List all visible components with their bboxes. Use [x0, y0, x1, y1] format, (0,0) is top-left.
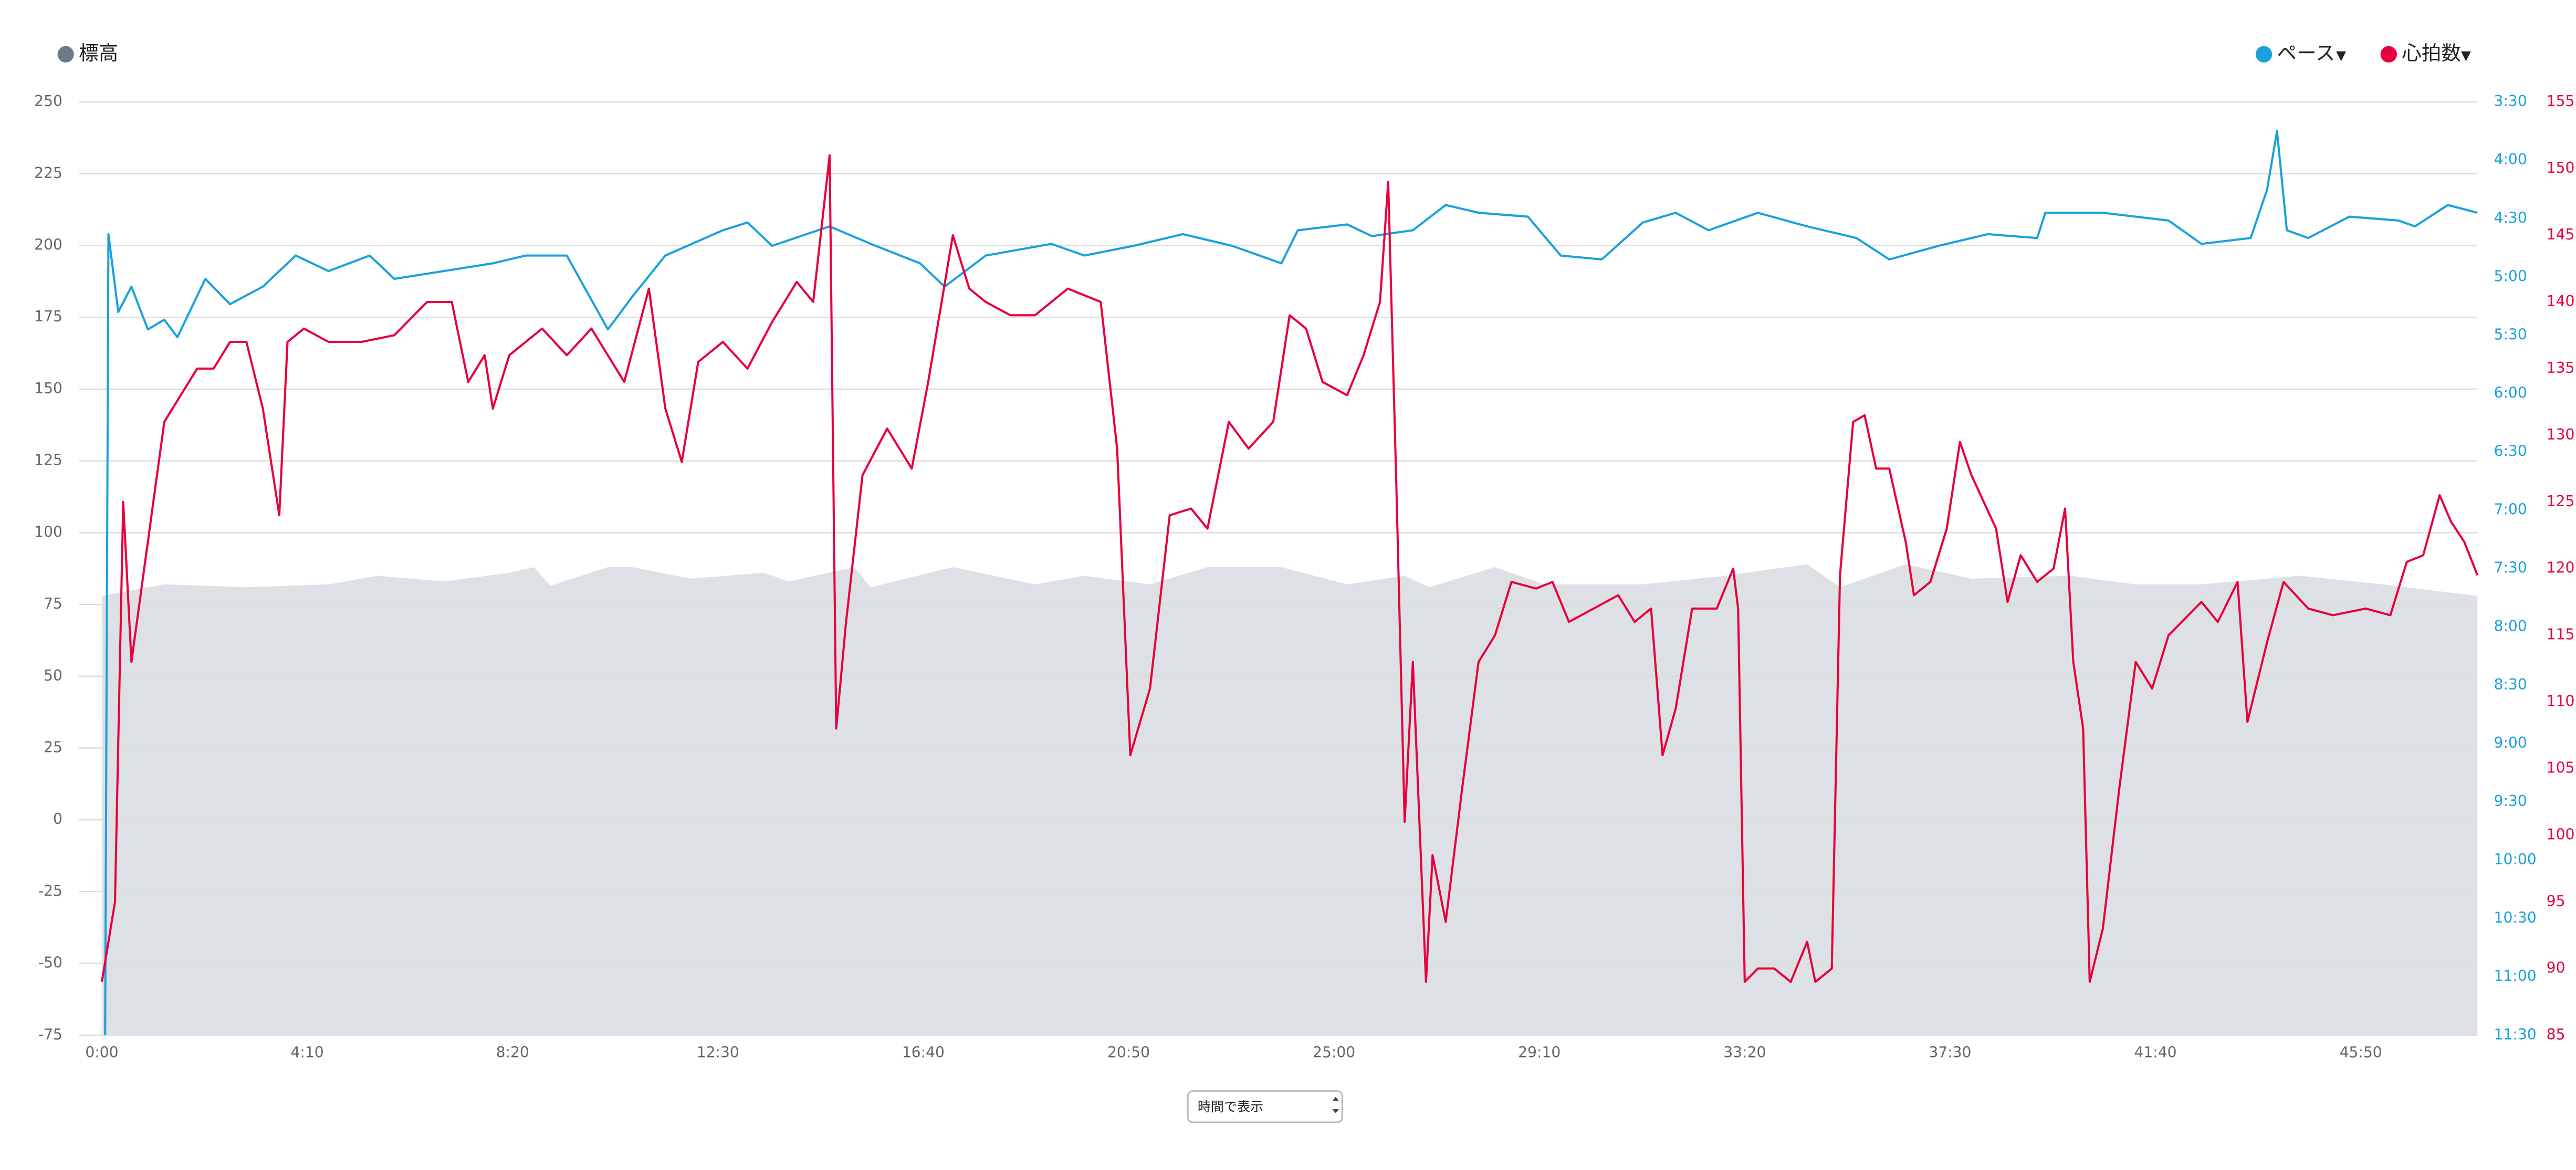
y-tick-label: -25	[38, 882, 62, 900]
y2-tick-label: 10:30	[2494, 909, 2537, 926]
y-tick-label: 200	[34, 236, 62, 254]
y2-tick-label: 9:00	[2494, 734, 2527, 751]
x-tick-label: 16:40	[902, 1044, 945, 1061]
y3-tick-label: 125	[2547, 493, 2575, 510]
y2-tick-label: 7:00	[2494, 501, 2527, 518]
x-tick-label: 33:20	[1723, 1044, 1766, 1061]
select-arrows	[1332, 1096, 1339, 1113]
y2-tick-label: 5:30	[2494, 326, 2527, 343]
x-tick-label: 4:10	[290, 1044, 323, 1061]
y3-tick-label: 135	[2547, 359, 2575, 377]
y3-tick-label: 105	[2547, 759, 2575, 777]
y-tick-label: 75	[44, 595, 62, 612]
y3-tick-label: 85	[2547, 1026, 2565, 1043]
legend-swatch	[57, 46, 74, 63]
y-tick-label: 225	[34, 164, 62, 182]
legend-item[interactable]: 心拍数 ▾	[2380, 41, 2471, 66]
y2-tick-label: 10:00	[2494, 851, 2537, 868]
legend-item[interactable]: ペース ▾	[2255, 41, 2346, 66]
legend-swatch	[2380, 46, 2397, 63]
x-tick-label: 29:10	[1518, 1044, 1561, 1061]
y3-tick-label: 140	[2547, 292, 2575, 310]
legend-label: 心拍数	[2402, 41, 2461, 65]
x-tick-label: 37:30	[1929, 1044, 1971, 1061]
y-tick-label: 100	[34, 523, 62, 540]
y3-tick-label: 145	[2547, 226, 2575, 243]
legend-label: 標高	[79, 41, 118, 65]
legend-swatch	[2255, 46, 2273, 63]
y2-tick-label: 11:00	[2494, 967, 2537, 985]
y2-tick-label: 5:00	[2494, 267, 2527, 285]
y2-tick-label: 8:00	[2494, 618, 2527, 635]
legend-label: ペース	[2277, 41, 2336, 65]
y2-tick-label: 4:00	[2494, 151, 2527, 168]
line-layer	[100, 130, 2479, 1036]
y3-tick-label: 95	[2547, 892, 2565, 910]
y-tick-label: -50	[38, 954, 62, 971]
y3-tick-label: 100	[2547, 826, 2575, 843]
y-tick-label: 0	[53, 810, 62, 828]
select-label[interactable]: 時間で表示	[1198, 1099, 1263, 1114]
x-tick-label: 45:50	[2340, 1044, 2382, 1061]
y2-tick-label: 11:30	[2494, 1026, 2537, 1043]
legend-dropdown: ▾	[2461, 43, 2471, 66]
x-tick-label: 25:00	[1313, 1044, 1355, 1061]
legend-item[interactable]: 標高	[57, 41, 119, 65]
y2-tick-label: 4:30	[2494, 209, 2527, 226]
y-tick-label: 150	[34, 380, 62, 397]
series-line	[100, 154, 2479, 983]
y-tick-label: 25	[44, 738, 62, 756]
y-tick-label: 250	[34, 92, 62, 110]
x-tick-label: 8:20	[496, 1044, 529, 1061]
x-tick-label: 12:30	[697, 1044, 739, 1061]
y2-tick-label: 6:30	[2494, 443, 2527, 460]
y2-tick-label: 9:30	[2494, 792, 2527, 810]
y-tick-label: -75	[38, 1026, 62, 1043]
x-tick-label: 20:50	[1107, 1044, 1150, 1061]
x-tick-label: 41:40	[2134, 1044, 2176, 1061]
y3-tick-label: 155	[2547, 92, 2575, 110]
y3-tick-label: 120	[2547, 559, 2575, 577]
y2-tick-label: 3:30	[2494, 92, 2527, 110]
y3-tick-label: 115	[2547, 626, 2575, 643]
y2-tick-label: 8:30	[2494, 676, 2527, 693]
x-mode-select[interactable]: 時間で表示	[1187, 1090, 1343, 1123]
series-line	[104, 130, 2478, 1036]
y3-tick-label: 90	[2547, 959, 2565, 976]
y-tick-label: 125	[34, 452, 62, 469]
y2-tick-label: 6:00	[2494, 384, 2527, 401]
grid-layer	[79, 101, 2478, 1036]
legend-dropdown: ▾	[2336, 43, 2346, 66]
area-layer	[101, 564, 2478, 1036]
text-layer: -75 -50 -25 0 25 50 75 100 125 150 175 200 225 250 3:3…	[34, 41, 2574, 1061]
elevation-area	[101, 564, 2478, 1036]
y3-tick-label: 150	[2547, 159, 2575, 176]
y3-tick-label: 110	[2547, 693, 2575, 710]
y-tick-label: 175	[34, 308, 62, 325]
x-tick-label: 0:00	[85, 1044, 118, 1061]
y-tick-label: 50	[44, 667, 62, 684]
select-box[interactable]	[1187, 1090, 1343, 1123]
y2-tick-label: 7:30	[2494, 559, 2527, 577]
y3-tick-label: 130	[2547, 426, 2575, 443]
